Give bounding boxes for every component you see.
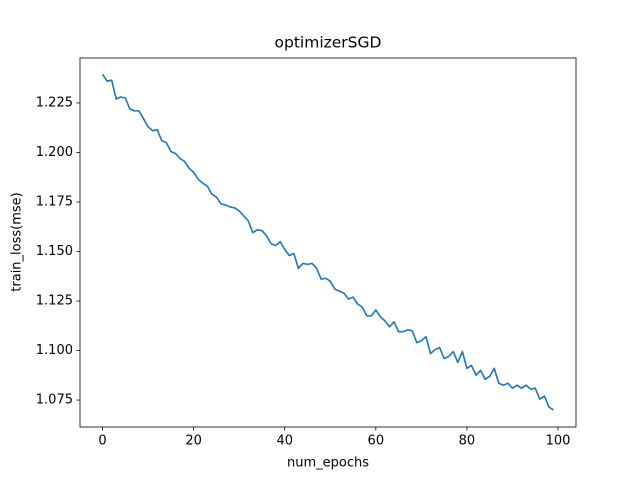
y-tick-label: 1.150 xyxy=(36,244,73,259)
x-tick-label: 80 xyxy=(459,434,476,449)
y-tick-label: 1.175 xyxy=(36,194,73,209)
x-tick-label: 40 xyxy=(276,434,293,449)
y-axis-label: train_loss(mse) xyxy=(10,192,25,291)
x-tick-label: 0 xyxy=(98,434,106,449)
x-tick-label: 20 xyxy=(185,434,202,449)
plot-frame xyxy=(79,57,577,428)
y-tick-label: 1.075 xyxy=(36,393,73,408)
chart-title: optimizerSGD xyxy=(275,34,382,52)
x-tick-label: 60 xyxy=(368,434,385,449)
x-tick-label: 100 xyxy=(546,434,571,449)
y-tick-label: 1.125 xyxy=(36,294,73,309)
x-axis-label: num_epochs xyxy=(287,456,369,471)
line xyxy=(101,73,554,411)
y-tick-label: 1.225 xyxy=(36,95,73,110)
y-tick-label: 1.200 xyxy=(36,145,73,160)
y-tick-label: 1.100 xyxy=(36,343,73,358)
